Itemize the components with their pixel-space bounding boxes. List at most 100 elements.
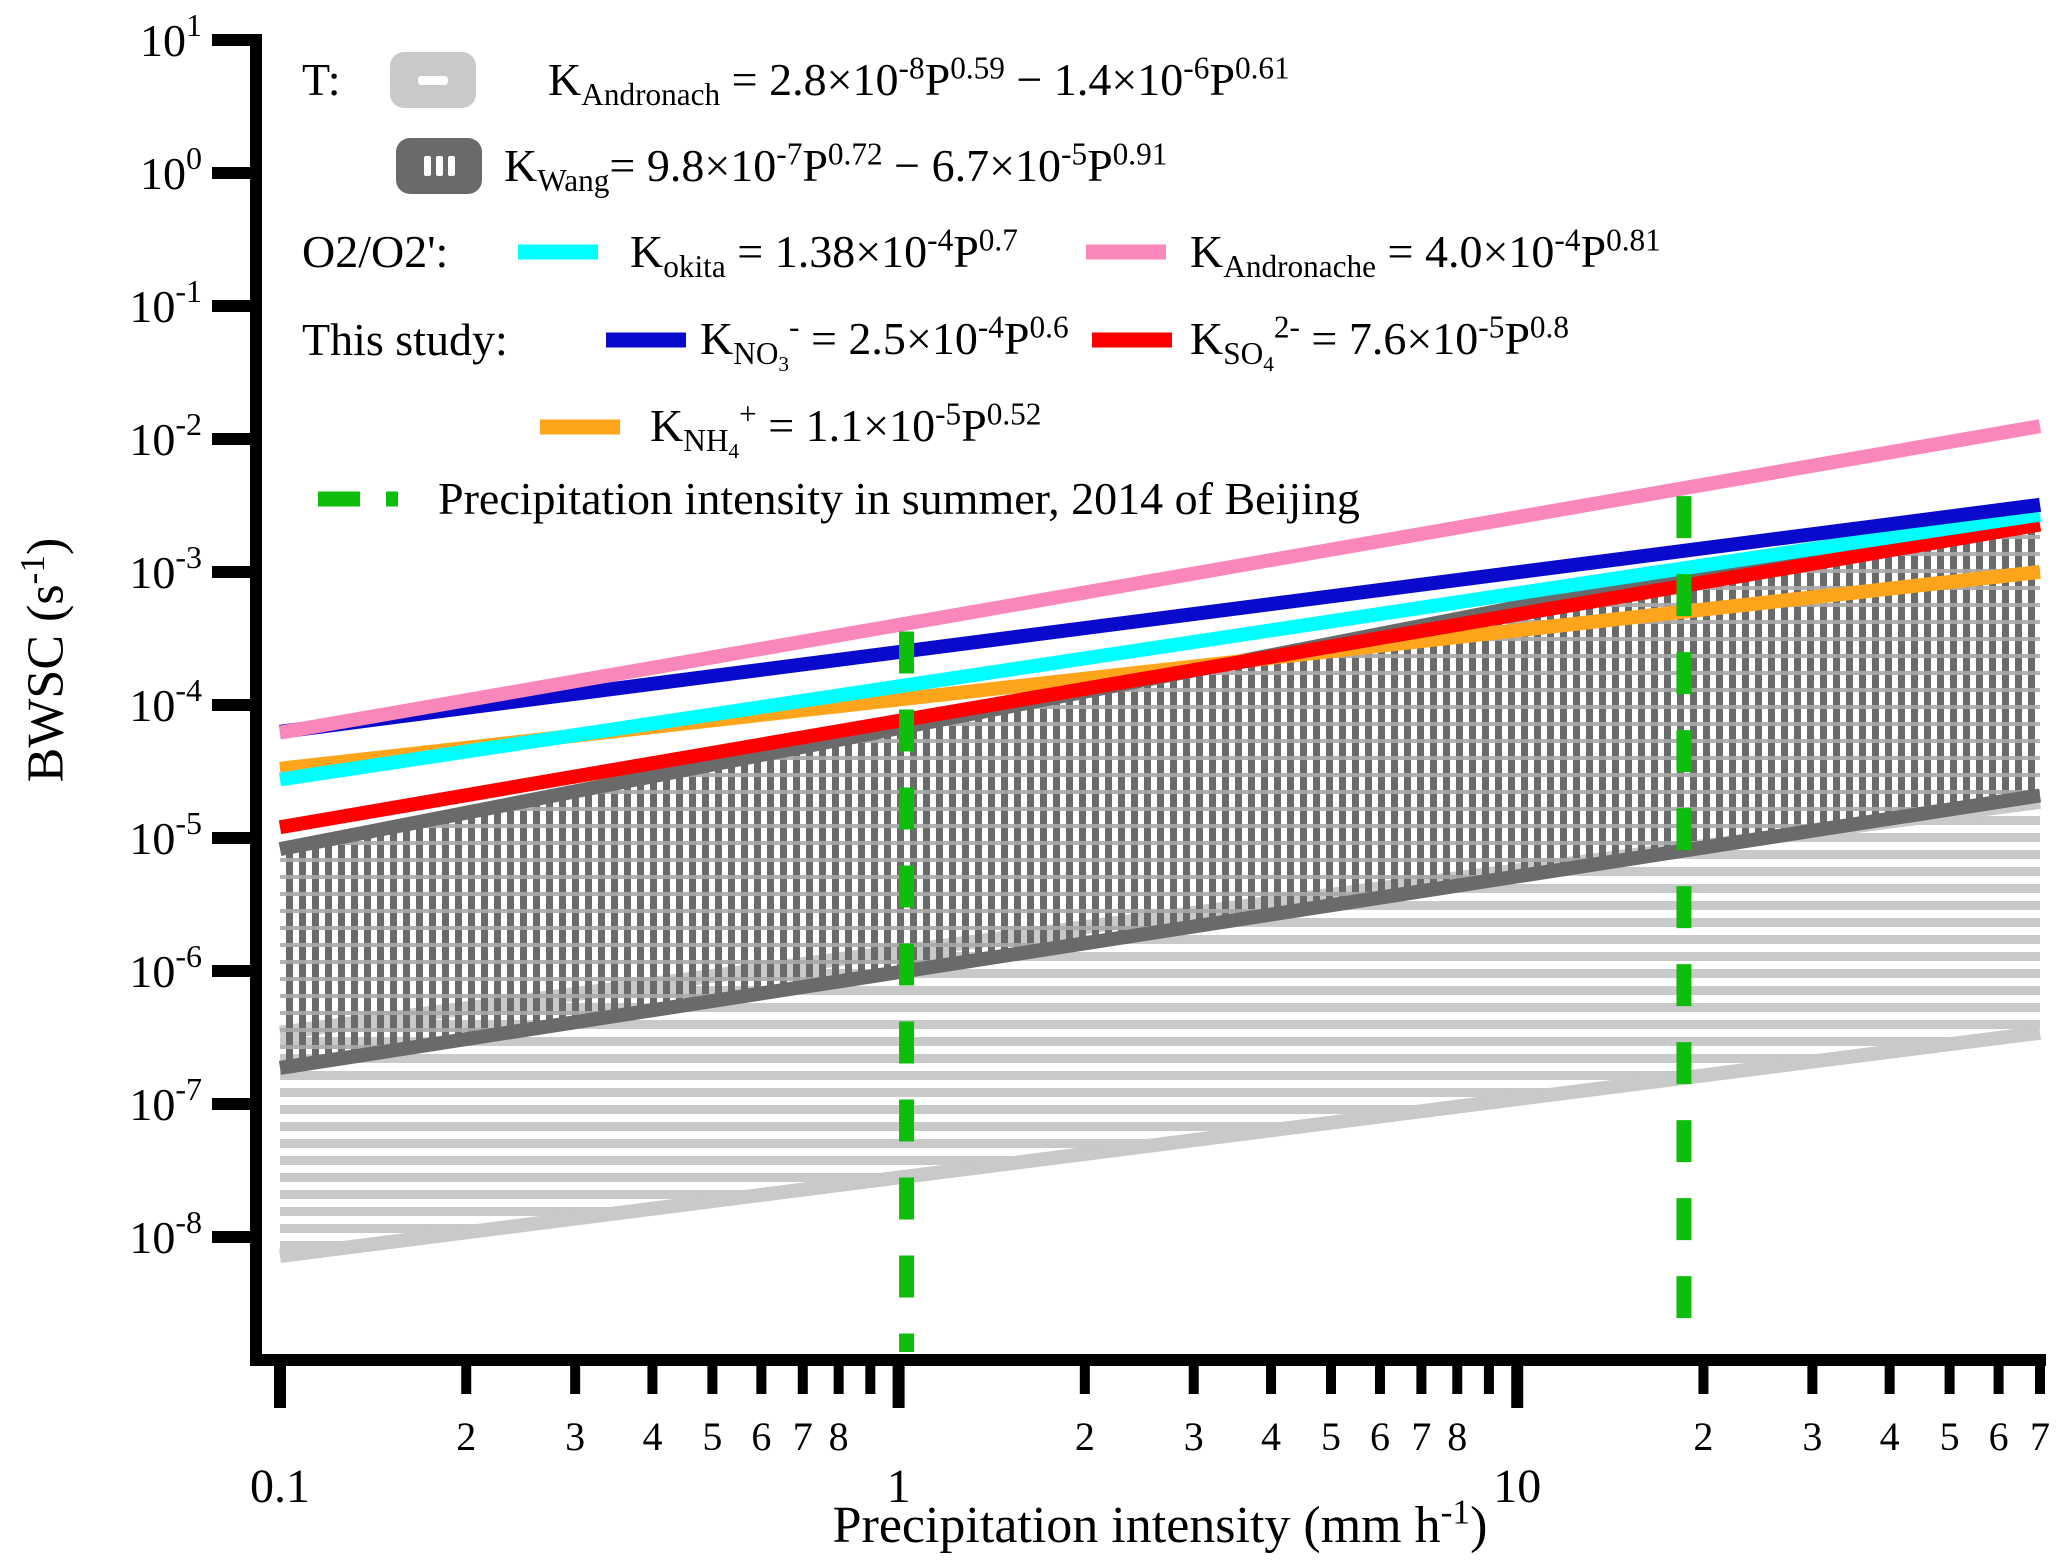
- no3-line-swatch: [606, 332, 686, 348]
- x-minor-tick: [1944, 1366, 1955, 1394]
- x-minor-tick: [833, 1366, 844, 1394]
- x-minor-tick-label: 6: [1989, 1414, 2009, 1459]
- y-tick-label: 10-2: [129, 406, 202, 465]
- y-major-tick: [212, 1231, 250, 1243]
- x-minor-tick: [1452, 1366, 1463, 1394]
- nh4-line-swatch: [540, 419, 620, 435]
- eq-andronach: KAndronach = 2.8×10-8P0.59 − 1.4×10-6P0.…: [548, 50, 1290, 113]
- line-K_Andronache: [278, 419, 2042, 740]
- legend-beijing-label: Precipitation intensity in summer, 2014 …: [438, 473, 1360, 524]
- x-tick-label: 0.1: [250, 1460, 310, 1513]
- x-minor-tick: [461, 1366, 472, 1394]
- dash-segment: [318, 491, 360, 507]
- x-major-tick: [1511, 1366, 1524, 1408]
- eq-so4: KSO42- = 7.6×10-5P0.8: [1190, 309, 1570, 377]
- eq-andronache-o2: KAndronache = 4.0×10-4P0.81: [1190, 222, 1661, 285]
- x-minor-tick: [1416, 1366, 1427, 1394]
- y-axis-spine: [250, 34, 262, 1366]
- x-major-tick: [892, 1366, 905, 1408]
- x-minor-tick: [1325, 1366, 1336, 1394]
- y-major-tick: [212, 34, 250, 46]
- x-minor-tick: [865, 1366, 876, 1394]
- x-minor-tick: [1079, 1366, 1090, 1394]
- so4-line-swatch: [1092, 332, 1172, 348]
- x-minor-tick: [647, 1366, 658, 1394]
- x-minor-tick-label: 7: [2030, 1414, 2050, 1459]
- x-minor-tick-label: 6: [1370, 1414, 1390, 1459]
- andronach-band-swatch: [390, 52, 476, 108]
- y-major-tick: [212, 566, 250, 578]
- y-tick-label: 10-6: [129, 938, 202, 997]
- y-tick-label: 10-1: [129, 273, 202, 332]
- x-minor-tick: [1266, 1366, 1277, 1394]
- y-tick-label: 10-5: [129, 805, 202, 864]
- x-minor-tick-label: 5: [702, 1414, 722, 1459]
- y-major-tick: [212, 699, 250, 711]
- wang-band-swatch: [396, 138, 482, 194]
- okita-line-swatch: [518, 244, 598, 260]
- line-K_SO4_2-: [278, 517, 2042, 835]
- x-minor-tick-label: 6: [751, 1414, 771, 1459]
- y-major-tick: [212, 167, 250, 179]
- x-minor-tick: [2035, 1366, 2045, 1394]
- eq-okita: Kokita = 1.38×10-4P0.7: [630, 222, 1018, 285]
- x-axis-title: Precipitation intensity (mm h-1): [832, 1491, 1488, 1554]
- x-minor-tick-label: 5: [1321, 1414, 1341, 1459]
- x-minor-tick-label: 4: [1261, 1414, 1281, 1459]
- x-minor-tick-label: 3: [1802, 1414, 1822, 1459]
- x-minor-tick: [1698, 1366, 1709, 1394]
- legend-group-t: T:: [302, 54, 341, 105]
- legend-group-this-study: This study:: [302, 314, 508, 365]
- y-tick-label: 100: [140, 140, 202, 199]
- x-minor-tick-label: 2: [1693, 1414, 1713, 1459]
- x-minor-tick-label: 2: [456, 1414, 476, 1459]
- x-minor-tick-label: 3: [565, 1414, 585, 1459]
- x-minor-tick: [797, 1366, 808, 1394]
- x-minor-tick: [756, 1366, 767, 1394]
- legend-group-o2: O2/O2':: [302, 226, 449, 277]
- x-minor-tick: [1483, 1366, 1494, 1394]
- y-major-tick: [212, 433, 250, 445]
- y-tick-label: 10-3: [129, 539, 202, 598]
- x-tick-label: 1: [887, 1460, 911, 1513]
- x-minor-tick-label: 3: [1184, 1414, 1204, 1459]
- x-minor-tick: [1374, 1366, 1385, 1394]
- line-K_NO3-: [279, 497, 2041, 739]
- x-major-tick: [274, 1366, 286, 1408]
- x-minor-tick: [1884, 1366, 1895, 1394]
- vertical-hatch-glyph: [435, 156, 443, 176]
- x-minor-tick-label: 7: [1411, 1414, 1431, 1459]
- x-minor-tick-label: 7: [793, 1414, 813, 1459]
- y-tick-label: 10-4: [129, 672, 202, 731]
- x-minor-tick: [1993, 1366, 2004, 1394]
- andronache-line-swatch: [1086, 244, 1166, 260]
- vertical-hatch-glyph: [447, 156, 455, 176]
- x-minor-tick: [1188, 1366, 1199, 1394]
- eq-no3: KNO3- = 2.5×10-4P0.6: [700, 309, 1069, 377]
- x-minor-tick: [707, 1366, 718, 1394]
- beijing-dash-swatch: [318, 491, 398, 507]
- dash-segment: [386, 491, 398, 507]
- x-axis-spine: [250, 1354, 2046, 1366]
- x-minor-tick-label: 8: [1447, 1414, 1467, 1459]
- x-tick-label: 10: [1493, 1460, 1541, 1513]
- eq-wang: KWang= 9.8×10-7P0.72 − 6.7×10-5P0.91: [504, 136, 1168, 199]
- y-tick-label: 10-7: [129, 1071, 202, 1130]
- x-minor-tick-label: 8: [829, 1414, 849, 1459]
- x-minor-tick-label: 4: [1880, 1414, 1900, 1459]
- x-minor-tick: [570, 1366, 581, 1394]
- horizontal-hatch-glyph: [418, 75, 448, 85]
- x-minor-tick-label: 2: [1075, 1414, 1095, 1459]
- x-minor-tick: [1807, 1366, 1818, 1394]
- x-minor-tick-label: 4: [642, 1414, 662, 1459]
- y-major-tick: [212, 300, 250, 312]
- y-major-tick: [212, 832, 250, 844]
- vertical-hatch-glyph: [423, 156, 431, 176]
- y-tick-label: 10-8: [129, 1204, 202, 1263]
- y-tick-label: 101: [140, 7, 202, 66]
- eq-nh4: KNH4+ = 1.1×10-5P0.52: [650, 396, 1042, 464]
- y-major-tick: [212, 965, 250, 977]
- x-minor-tick-label: 5: [1940, 1414, 1960, 1459]
